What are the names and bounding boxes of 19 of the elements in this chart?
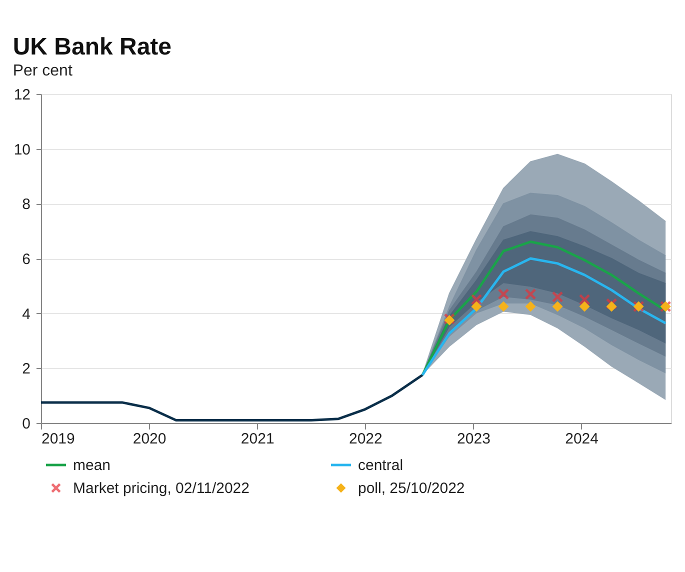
x-tick-label: 2022 xyxy=(349,430,382,448)
y-tick-label: 6 xyxy=(22,251,30,268)
x-tick-label: 2019 xyxy=(42,430,75,448)
x-tick-label: 2024 xyxy=(565,430,598,448)
chart-title: UK Bank Rate xyxy=(12,34,172,60)
x-tick-label: 2023 xyxy=(457,430,490,448)
y-tick-label: 12 xyxy=(14,86,30,104)
y-tick-label: 2 xyxy=(22,360,30,378)
y-tick-label: 4 xyxy=(22,306,30,323)
chart-subtitle: Per cent xyxy=(12,62,73,80)
legend-label: mean xyxy=(73,457,111,474)
x-tick-label: 2021 xyxy=(240,430,274,448)
legend-label: Market pricing, 02/11/2022 xyxy=(73,480,250,497)
legend-label: poll, 25/10/2022 xyxy=(358,480,465,497)
y-tick-label: 10 xyxy=(14,141,30,158)
x-tick-label: 2020 xyxy=(132,430,166,448)
y-tick-label: 8 xyxy=(22,196,30,214)
y-tick-label: 0 xyxy=(22,416,30,432)
legend-label: central xyxy=(358,457,404,474)
